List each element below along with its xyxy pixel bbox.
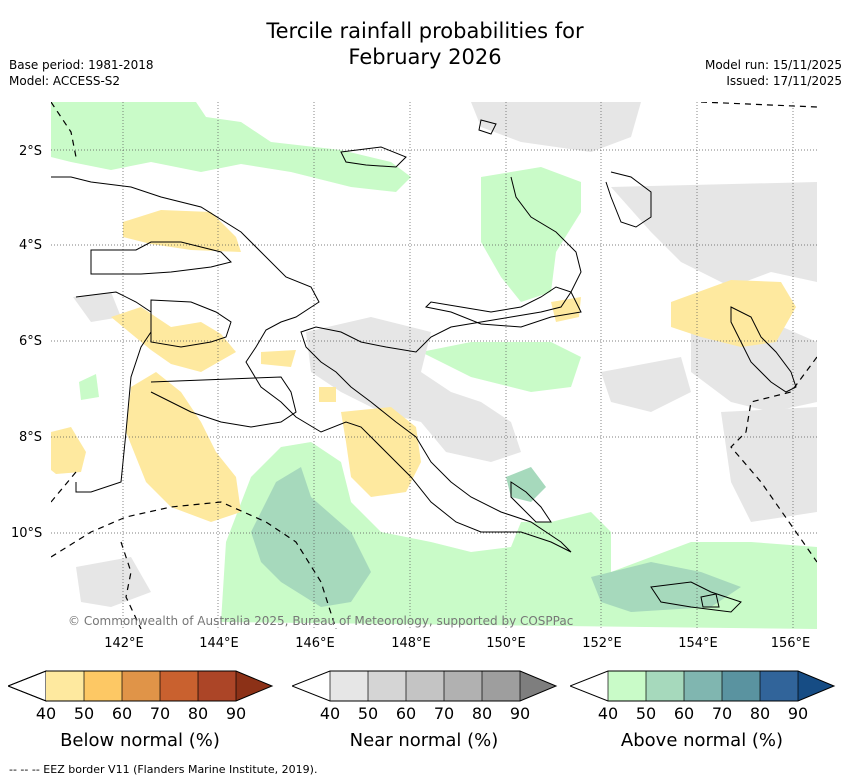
cb-below-tick-80: 80 bbox=[187, 704, 209, 723]
meta-left: Base period: 1981-2018 Model: ACCESS-S2 bbox=[9, 57, 154, 89]
below-normal-area-2 bbox=[111, 307, 236, 372]
colorbar-below-title: Below normal (%) bbox=[60, 730, 220, 751]
cb-near-tick-80: 80 bbox=[471, 704, 493, 723]
near-normal-area-far-e bbox=[691, 322, 817, 412]
colorbar-above-title: Above normal (%) bbox=[620, 730, 784, 751]
colorbar-near-title: Near normal (%) bbox=[349, 730, 499, 751]
near-normal-area-se bbox=[601, 357, 691, 412]
below-normal-area-5 bbox=[341, 407, 421, 497]
cb-above-tick-60: 60 bbox=[673, 704, 695, 723]
model-name: Model: ACCESS-S2 bbox=[9, 74, 121, 88]
above-normal-area-east bbox=[421, 342, 581, 392]
map-area bbox=[51, 102, 817, 629]
model-run: Model run: 15/11/2025 bbox=[704, 58, 842, 72]
below-normal-area-8 bbox=[261, 350, 296, 367]
cb-above-tick-40: 40 bbox=[597, 704, 619, 723]
copyright-notice: © Commonwealth of Australia 2025, Bureau… bbox=[68, 614, 574, 628]
colorbar-above-svg bbox=[568, 670, 836, 702]
lat-label-4s: 4°S bbox=[19, 238, 43, 253]
lon-label-152e: 152°E bbox=[582, 636, 622, 651]
below-normal-area-3 bbox=[126, 372, 241, 522]
title-line-1: Tercile rainfall probabilities for bbox=[266, 19, 584, 43]
cb-near-tick-70: 70 bbox=[433, 704, 455, 723]
issued-date: Issued: 17/11/2025 bbox=[726, 74, 842, 88]
above-normal-50-area-mid bbox=[506, 467, 546, 502]
above-normal-50-area-se bbox=[591, 562, 741, 612]
cb-below-tick-50: 50 bbox=[73, 704, 95, 723]
cb-below-tick-40: 40 bbox=[35, 704, 57, 723]
lon-label-154e: 154°E bbox=[678, 636, 718, 651]
below-normal-area-4 bbox=[51, 427, 86, 474]
lon-label-144e: 144°E bbox=[199, 636, 239, 651]
below-normal-area-9 bbox=[319, 387, 336, 402]
title-line-2: February 2026 bbox=[348, 45, 502, 69]
lat-label-6s: 6°S bbox=[19, 334, 43, 349]
above-normal-area-nw bbox=[51, 102, 411, 192]
near-normal-area-w bbox=[73, 292, 121, 322]
base-period: Base period: 1981-2018 bbox=[9, 58, 154, 72]
lon-label-148e: 148°E bbox=[391, 636, 431, 651]
colorbar-above-normal: 40 50 60 70 80 90 bbox=[568, 670, 836, 723]
cb-near-tick-50: 50 bbox=[357, 704, 379, 723]
graticule bbox=[51, 102, 817, 629]
cb-above-tick-50: 50 bbox=[635, 704, 657, 723]
cb-below-tick-60: 60 bbox=[111, 704, 133, 723]
near-normal-area-center bbox=[306, 317, 521, 462]
map-title: Tercile rainfall probabilities for Febru… bbox=[0, 18, 850, 70]
lon-label-150e: 150°E bbox=[486, 636, 526, 651]
lon-label-146e: 146°E bbox=[295, 636, 335, 651]
below-normal-area-6 bbox=[671, 280, 796, 347]
map-svg bbox=[51, 102, 817, 629]
meta-right: Model run: 15/11/2025 Issued: 17/11/2025 bbox=[705, 57, 842, 89]
cb-near-tick-90: 90 bbox=[509, 704, 531, 723]
colorbar-below-normal: 40 50 60 70 80 90 bbox=[6, 670, 274, 723]
cb-above-tick-80: 80 bbox=[749, 704, 771, 723]
above-normal-area-small-w bbox=[79, 374, 99, 400]
lat-label-2s: 2°S bbox=[19, 144, 43, 159]
above-normal-50-area-sw bbox=[251, 467, 371, 607]
eez-borders bbox=[51, 102, 817, 629]
cb-near-tick-60: 60 bbox=[395, 704, 417, 723]
near-normal-area-sw bbox=[76, 557, 151, 607]
near-normal-area-east bbox=[611, 182, 817, 287]
colorbar-below-svg bbox=[6, 670, 274, 702]
lat-label-8s: 8°S bbox=[19, 430, 43, 445]
cb-near-tick-40: 40 bbox=[319, 704, 341, 723]
cb-below-tick-90: 90 bbox=[225, 704, 247, 723]
eez-footer-note: -- -- -- EEZ border V11 (Flanders Marine… bbox=[9, 763, 318, 776]
lat-label-10s: 10°S bbox=[11, 526, 43, 541]
cb-below-tick-70: 70 bbox=[149, 704, 171, 723]
cb-above-tick-70: 70 bbox=[711, 704, 733, 723]
lon-label-142e: 142°E bbox=[104, 636, 144, 651]
above-normal-area-ne bbox=[481, 167, 581, 302]
coastlines bbox=[51, 119, 797, 613]
colorbar-near-normal: 40 50 60 70 80 90 bbox=[290, 670, 558, 723]
cb-above-tick-90: 90 bbox=[787, 704, 809, 723]
near-normal-area-top bbox=[471, 102, 641, 152]
lon-label-156e: 156°E bbox=[770, 636, 811, 651]
colorbar-near-svg bbox=[290, 670, 558, 702]
